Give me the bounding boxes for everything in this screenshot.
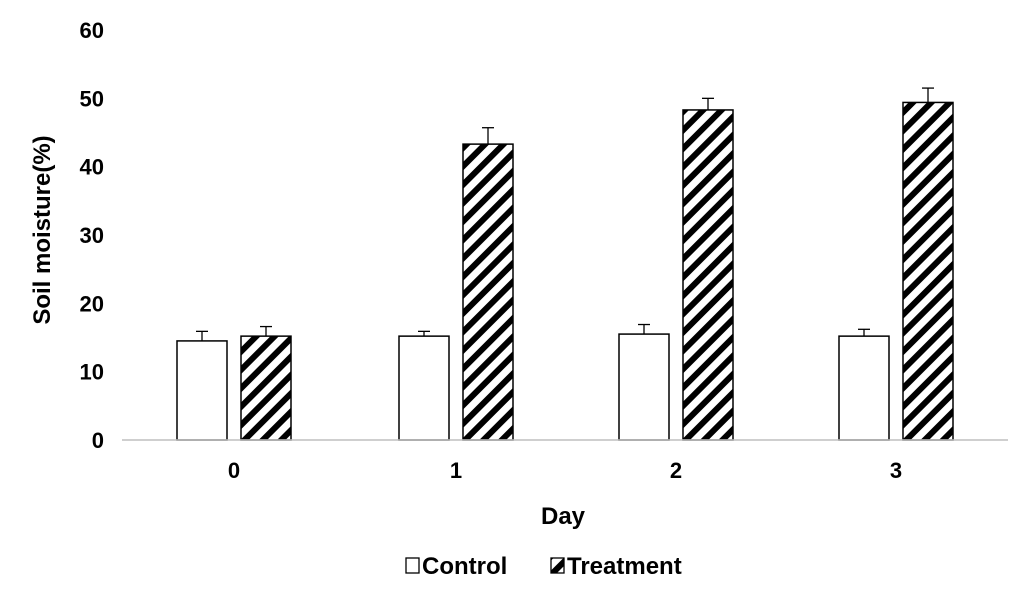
y-tick-label: 0 bbox=[92, 428, 104, 453]
y-tick-label: 50 bbox=[80, 86, 104, 111]
y-axis-title: Soil moisture(%) bbox=[29, 135, 56, 324]
legend-swatch-control bbox=[405, 557, 420, 574]
y-axis-ticks: 0 10 20 30 40 50 60 bbox=[80, 18, 104, 453]
x-axis-ticks: 0 1 2 3 bbox=[228, 458, 902, 483]
legend: Control Treatment bbox=[405, 553, 682, 580]
y-tick-label: 60 bbox=[80, 18, 104, 43]
bar-control-3 bbox=[838, 335, 890, 441]
bar-control-1 bbox=[398, 335, 450, 441]
legend-label-treatment: Treatment bbox=[567, 553, 682, 580]
legend-label-control: Control bbox=[422, 553, 507, 580]
x-axis-title: Day bbox=[541, 503, 586, 530]
x-tick-label: 0 bbox=[228, 458, 240, 483]
x-tick-label: 2 bbox=[670, 458, 682, 483]
y-tick-label: 30 bbox=[80, 223, 104, 248]
x-tick-label: 3 bbox=[890, 458, 902, 483]
bar-control-0 bbox=[176, 340, 228, 441]
bar-treatment-1 bbox=[462, 143, 514, 441]
y-tick-label: 40 bbox=[80, 155, 104, 180]
bar-treatment-2 bbox=[682, 109, 734, 441]
bars-group bbox=[176, 87, 954, 441]
y-tick-label: 10 bbox=[80, 360, 104, 385]
bar-control-2 bbox=[618, 333, 670, 441]
bar-treatment-3 bbox=[902, 101, 954, 441]
bar-treatment-0 bbox=[240, 335, 292, 441]
y-tick-label: 20 bbox=[80, 291, 104, 316]
x-tick-label: 1 bbox=[450, 458, 462, 483]
legend-swatch-treatment bbox=[550, 557, 565, 574]
